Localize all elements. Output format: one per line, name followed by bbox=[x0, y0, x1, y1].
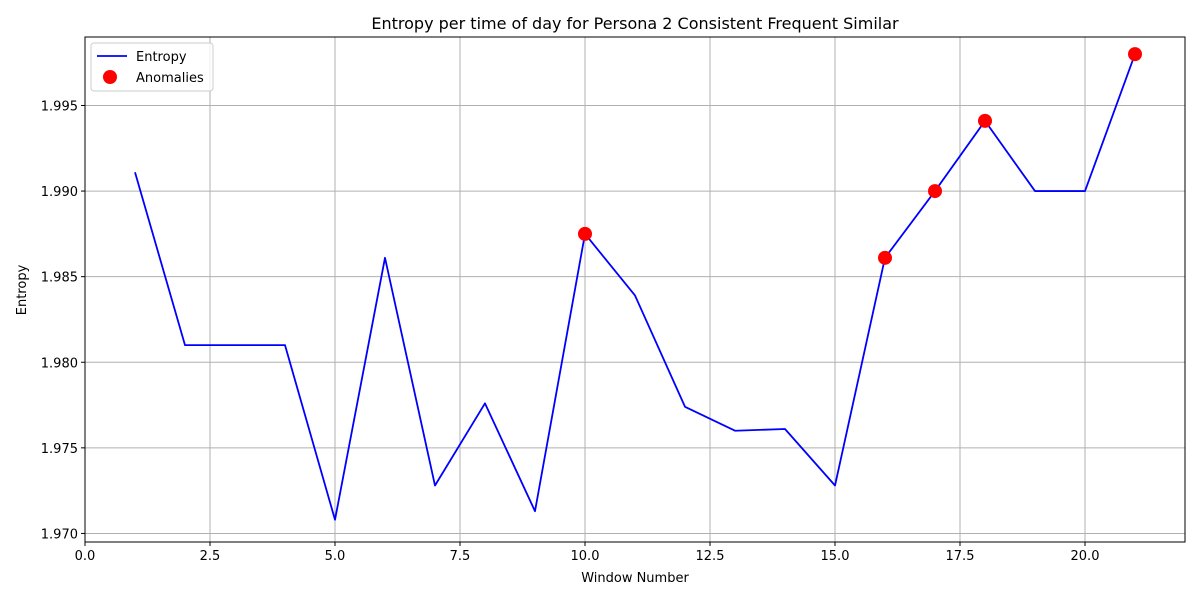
plot-frame bbox=[84, 36, 1186, 543]
anomaly-point bbox=[578, 226, 592, 241]
x-tick-label: 2.5 bbox=[200, 549, 221, 564]
y-tick-label: 1.970 bbox=[41, 527, 78, 542]
legend-box bbox=[90, 42, 214, 92]
anomaly-point bbox=[978, 113, 992, 128]
y-tick-label: 1.990 bbox=[41, 185, 78, 200]
legend-label: Entropy bbox=[136, 50, 187, 65]
data-layer bbox=[134, 47, 1142, 521]
y-tick-label: 1.975 bbox=[41, 442, 78, 457]
grid-layer bbox=[84, 37, 1185, 542]
x-tick-label: 20.0 bbox=[1071, 549, 1100, 564]
tick-layer: 0.0 2.5 5.0 7.5 10.0 12.5 15.0 17.5 20.0 1.970 1.9… bbox=[41, 99, 1100, 564]
x-tick-label: 17.5 bbox=[946, 549, 975, 564]
series-line-entropy bbox=[134, 53, 1136, 521]
y-tick-label: 1.980 bbox=[41, 356, 78, 371]
y-axis-label: Entropy bbox=[15, 264, 30, 315]
x-tick-label: 10.0 bbox=[571, 549, 600, 564]
anomaly-point bbox=[928, 184, 942, 199]
x-axis-label: Window Number bbox=[581, 571, 689, 586]
legend-marker-swatch bbox=[103, 70, 117, 84]
x-tick-label: 0.0 bbox=[75, 549, 96, 564]
legend: Entropy Anomalies bbox=[90, 42, 214, 92]
x-tick-label: 12.5 bbox=[696, 549, 725, 564]
anomaly-point bbox=[878, 250, 892, 265]
legend-label: Anomalies bbox=[136, 71, 204, 86]
chart-title: Entropy per time of day for Persona 2 Co… bbox=[371, 14, 899, 33]
x-tick-label: 5.0 bbox=[325, 549, 346, 564]
anomaly-point bbox=[1128, 47, 1142, 62]
y-tick-label: 1.985 bbox=[41, 271, 78, 286]
y-tick-label: 1.995 bbox=[41, 99, 78, 114]
x-tick-label: 7.5 bbox=[450, 549, 471, 564]
x-tick-label: 15.0 bbox=[821, 549, 850, 564]
